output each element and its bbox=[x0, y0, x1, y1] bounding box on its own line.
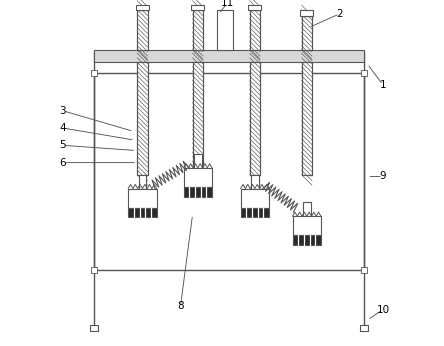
Bar bbox=[193, 62, 203, 175]
Bar bbox=[300, 10, 313, 16]
Bar bbox=[193, 10, 203, 50]
Bar bbox=[241, 189, 269, 208]
Bar bbox=[301, 62, 312, 175]
Bar bbox=[360, 325, 368, 331]
Bar bbox=[193, 10, 203, 50]
Bar bbox=[91, 267, 97, 273]
Text: 11: 11 bbox=[221, 0, 234, 8]
Bar bbox=[301, 62, 312, 175]
Text: 9: 9 bbox=[380, 172, 386, 181]
Bar bbox=[241, 208, 269, 217]
Bar bbox=[137, 10, 147, 50]
Bar bbox=[184, 187, 212, 197]
Bar bbox=[193, 62, 203, 175]
Bar bbox=[184, 168, 212, 187]
Bar bbox=[250, 10, 260, 50]
Bar bbox=[361, 70, 367, 76]
Bar bbox=[91, 70, 97, 76]
Bar bbox=[136, 5, 149, 10]
Bar bbox=[303, 202, 310, 216]
Bar bbox=[361, 267, 367, 273]
Bar bbox=[250, 62, 260, 175]
Bar bbox=[94, 50, 364, 62]
Bar bbox=[128, 189, 157, 208]
Text: 4: 4 bbox=[59, 123, 66, 133]
Bar bbox=[217, 10, 234, 50]
Bar bbox=[293, 235, 321, 245]
Bar bbox=[248, 5, 262, 10]
Bar bbox=[250, 62, 260, 175]
Bar bbox=[301, 16, 312, 50]
Text: 5: 5 bbox=[59, 140, 66, 150]
Bar bbox=[128, 208, 157, 217]
Bar bbox=[191, 5, 204, 10]
Text: 3: 3 bbox=[59, 106, 66, 116]
Text: 2: 2 bbox=[336, 9, 343, 19]
Bar bbox=[90, 325, 98, 331]
Bar bbox=[139, 175, 146, 189]
Bar bbox=[250, 10, 260, 50]
Bar bbox=[194, 154, 202, 168]
Bar bbox=[137, 62, 147, 175]
Bar bbox=[137, 62, 147, 175]
Text: 10: 10 bbox=[377, 305, 389, 315]
Text: 1: 1 bbox=[380, 80, 386, 90]
Bar bbox=[293, 216, 321, 235]
Bar bbox=[251, 175, 259, 189]
Text: 6: 6 bbox=[59, 158, 66, 167]
Bar bbox=[301, 16, 312, 50]
Text: 8: 8 bbox=[177, 301, 184, 311]
Bar bbox=[137, 10, 147, 50]
